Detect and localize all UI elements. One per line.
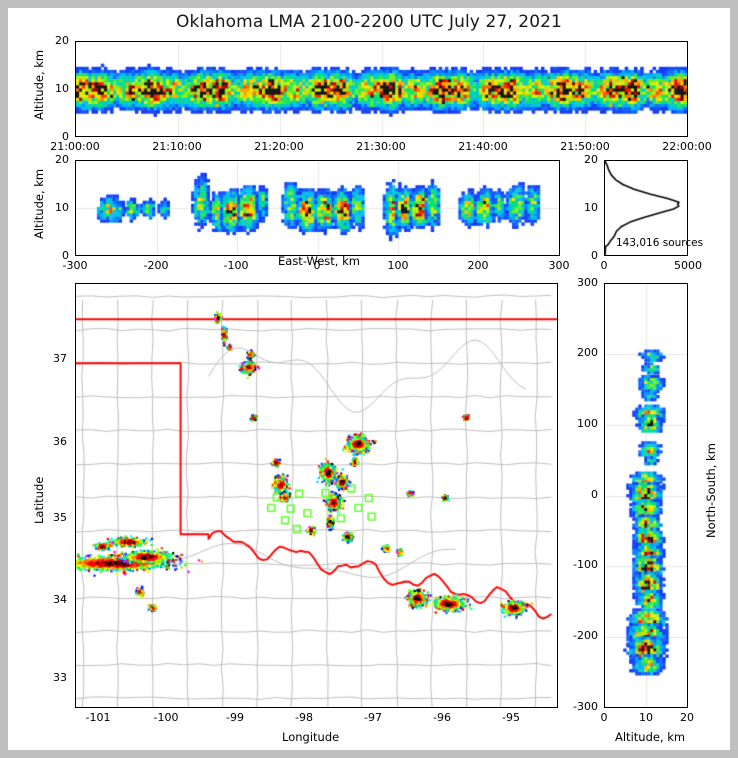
time-height-plot-canvas — [76, 42, 687, 136]
p4-ytick-35: 35 — [53, 511, 67, 524]
p5-ytick-n300: -300 — [573, 700, 598, 713]
p3-ytick-0: 0 — [591, 249, 598, 262]
p5-xlabel: Altitude, km — [615, 730, 686, 744]
p4-xtick-98: -98 — [295, 711, 313, 724]
p1-xtick-4: 21:40:00 — [458, 140, 508, 153]
p2-xtick-6: 300 — [548, 259, 570, 272]
p1-xtick-6: 22:00:00 — [662, 140, 712, 153]
p2-xtick-2: -100 — [223, 259, 249, 272]
p4-xtick-100: -100 — [153, 711, 179, 724]
p5-ytick-200: 200 — [577, 346, 598, 359]
p4-xtick-99: -99 — [226, 711, 244, 724]
p5-ytick-n200: -200 — [573, 629, 598, 642]
sources-count-annotation: 143,016 sources — [616, 237, 704, 249]
p2-xtick-4: 100 — [387, 259, 409, 272]
p5-ytick-100: 100 — [577, 417, 598, 430]
p1-xtick-2: 21:20:00 — [254, 140, 304, 153]
p5-ytick-300: 300 — [577, 276, 598, 289]
p5-ylabel: North-South, km — [704, 443, 718, 538]
p4-ytick-36: 36 — [53, 435, 67, 448]
p2-ytick-20: 20 — [55, 153, 69, 166]
panel-altitude-histogram[interactable] — [604, 160, 688, 256]
p4-xtick-96: -96 — [433, 711, 451, 724]
p2-xtick-0: -300 — [62, 259, 88, 272]
p2-xtick-3: 0 — [313, 259, 321, 272]
p3-xtick-5000: 5000 — [674, 259, 702, 272]
p2-ytick-10: 10 — [55, 201, 69, 214]
north-south-height-canvas — [605, 284, 687, 707]
plan-view-map-canvas — [76, 284, 557, 707]
p4-xtick-101: -101 — [85, 711, 111, 724]
p1-xtick-3: 21:30:00 — [356, 140, 406, 153]
panel-east-west-height[interactable] — [75, 160, 560, 256]
p5-ytick-n100: -100 — [573, 558, 598, 571]
p2-xtick-1: -200 — [143, 259, 169, 272]
p4-ytick-37: 37 — [53, 352, 67, 365]
p4-xtick-97: -97 — [364, 711, 382, 724]
p2-ytick-0: 0 — [62, 249, 69, 262]
p3-ytick-10: 10 — [584, 201, 598, 214]
east-west-height-plot-canvas — [76, 161, 559, 255]
p5-xtick-10: 10 — [639, 711, 653, 724]
p4-xtick-95: -95 — [502, 711, 520, 724]
p4-ytick-33: 33 — [53, 671, 67, 684]
p3-ytick-20: 20 — [584, 153, 598, 166]
p3-xtick-0: 0 — [600, 259, 608, 272]
p5-xtick-20: 20 — [680, 711, 694, 724]
p5-xtick-0: 0 — [600, 711, 608, 724]
p1-ytick-10: 10 — [55, 82, 69, 95]
lma-figure: Oklahoma LMA 2100-2200 UTC July 27, 2021… — [8, 8, 730, 750]
altitude-histogram-canvas — [605, 161, 687, 255]
p5-ytick-0: 0 — [591, 488, 598, 501]
p1-ytick-20: 20 — [55, 34, 69, 47]
p1-xtick-0: 21:00:00 — [50, 140, 100, 153]
p4-ytick-34: 34 — [53, 593, 67, 606]
figure-title: Oklahoma LMA 2100-2200 UTC July 27, 2021 — [176, 12, 562, 32]
p1-xtick-1: 21:10:00 — [152, 140, 202, 153]
panel-plan-view-map[interactable] — [75, 283, 558, 708]
panel-time-height[interactable] — [75, 41, 688, 137]
p2-xlabel: East-West, km — [278, 254, 360, 268]
p1-xtick-5: 21:50:00 — [560, 140, 610, 153]
p2-xtick-5: 200 — [467, 259, 489, 272]
panel-north-south-height[interactable] — [604, 283, 688, 708]
p1-ytick-0: 0 — [62, 130, 69, 143]
p4-xlabel: Longitude — [282, 730, 340, 744]
